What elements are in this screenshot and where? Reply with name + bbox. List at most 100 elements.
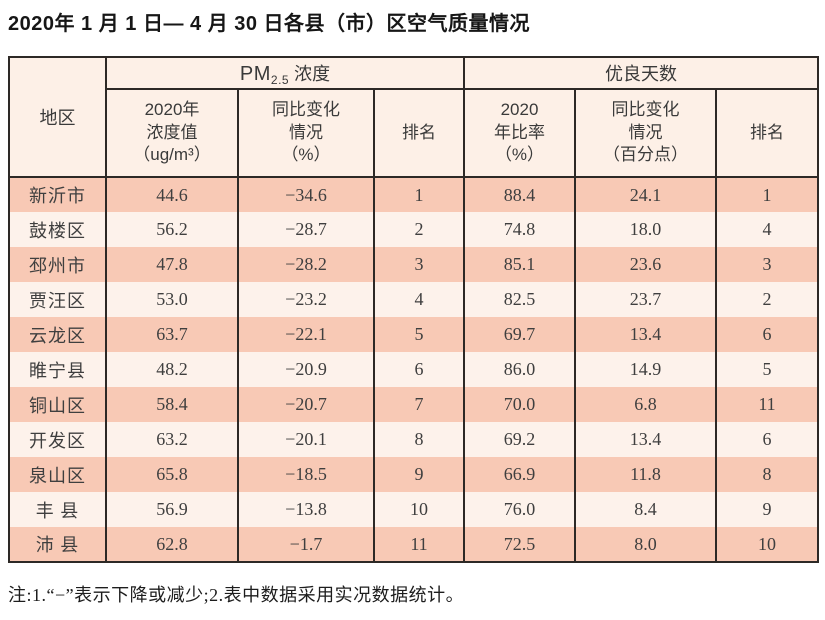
pm-change-cell: −20.1 <box>237 422 375 457</box>
region-cell: 鼓楼区 <box>8 212 107 247</box>
days-change-cell: 23.6 <box>574 247 717 282</box>
pm-change-cell: −28.7 <box>237 212 375 247</box>
days-rank-header: 排名 <box>714 89 820 178</box>
pm-change-cell: −23.2 <box>237 282 375 317</box>
days-rate-cell: 88.4 <box>463 177 576 212</box>
days-change-cell: 11.8 <box>574 457 717 492</box>
days-change-header: 同比变化 情况 （百分点） <box>574 89 717 178</box>
page-title: 2020年 1 月 1 日— 4 月 30 日各县（市）区空气质量情况 <box>8 13 531 35</box>
air-quality-table: 地区 PM2.5 浓度 优良天数 2020年 浓度值 （ug/m³） 同比变化 … <box>8 56 820 563</box>
days-rate-cell: 85.1 <box>463 247 576 282</box>
table-row: 丰 县 56.9 −13.8 10 76.0 8.4 9 <box>8 492 820 527</box>
pm-value-cell: 56.2 <box>105 212 239 247</box>
table-row: 新沂市 44.6 −34.6 1 88.4 24.1 1 <box>8 177 820 212</box>
pm-rank-cell: 6 <box>373 352 465 387</box>
pm25-suffix: 浓度 <box>289 63 331 84</box>
table-header: 地区 PM2.5 浓度 优良天数 2020年 浓度值 （ug/m³） 同比变化 … <box>8 57 820 178</box>
days-change-cell: 14.9 <box>574 352 717 387</box>
days-rate-cell: 69.2 <box>463 422 576 457</box>
footnote: 注:1.“−”表示下降或减少;2.表中数据采用实况数据统计。 <box>8 585 465 605</box>
days-rate-cell: 66.9 <box>463 457 576 492</box>
days-change-cell: 18.0 <box>574 212 717 247</box>
region-cell: 泉山区 <box>8 457 107 492</box>
pm-change-cell: −34.6 <box>237 177 375 212</box>
days-change-cell: 8.0 <box>574 527 717 562</box>
pm-rank-cell: 4 <box>373 282 465 317</box>
days-rank-cell: 11 <box>714 387 820 422</box>
pm-rank-cell: 2 <box>373 212 465 247</box>
pm-change-cell: −13.8 <box>237 492 375 527</box>
pm-change-cell: −28.2 <box>237 247 375 282</box>
table-row: 云龙区 63.7 −22.1 5 69.7 13.4 6 <box>8 317 820 352</box>
days-change-cell: 13.4 <box>574 422 717 457</box>
pm-value-cell: 63.7 <box>105 317 239 352</box>
days-rate-cell: 86.0 <box>463 352 576 387</box>
days-rate-header: 2020 年比率 （%） <box>463 89 576 178</box>
pm-rank-cell: 8 <box>373 422 465 457</box>
pm-change-cell: −1.7 <box>237 527 375 562</box>
pm-change-cell: −20.7 <box>237 387 375 422</box>
days-rate-cell: 69.7 <box>463 317 576 352</box>
region-cell: 邳州市 <box>8 247 107 282</box>
days-rank-cell: 6 <box>714 422 820 457</box>
days-rate-cell: 72.5 <box>463 527 576 562</box>
pm-rank-cell: 5 <box>373 317 465 352</box>
pm-rank-cell: 11 <box>373 527 465 562</box>
pm25-subscript: 2.5 <box>270 72 290 87</box>
pm-change-cell: −20.9 <box>237 352 375 387</box>
pm-value-cell: 44.6 <box>105 177 239 212</box>
pm-value-cell: 62.8 <box>105 527 239 562</box>
days-rank-cell: 8 <box>714 457 820 492</box>
pm-rank-cell: 9 <box>373 457 465 492</box>
days-rank-cell: 9 <box>714 492 820 527</box>
days-change-cell: 24.1 <box>574 177 717 212</box>
table-row: 铜山区 58.4 −20.7 7 70.0 6.8 11 <box>8 387 820 422</box>
pm-value-cell: 48.2 <box>105 352 239 387</box>
region-cell: 云龙区 <box>8 317 107 352</box>
table-body: 新沂市 44.6 −34.6 1 88.4 24.1 1 鼓楼区 56.2 −2… <box>8 177 820 562</box>
days-rank-cell: 1 <box>714 177 820 212</box>
pm-rank-cell: 10 <box>373 492 465 527</box>
pm-rank-cell: 1 <box>373 177 465 212</box>
table-row: 贾汪区 53.0 −23.2 4 82.5 23.7 2 <box>8 282 820 317</box>
pm-value-header: 2020年 浓度值 （ug/m³） <box>105 89 239 178</box>
region-cell: 铜山区 <box>8 387 107 422</box>
region-cell: 贾汪区 <box>8 282 107 317</box>
days-rank-cell: 6 <box>714 317 820 352</box>
pm-value-cell: 56.9 <box>105 492 239 527</box>
table-row: 鼓楼区 56.2 −28.7 2 74.8 18.0 4 <box>8 212 820 247</box>
days-rate-cell: 76.0 <box>463 492 576 527</box>
pm-rank-cell: 3 <box>373 247 465 282</box>
region-cell: 开发区 <box>8 422 107 457</box>
pm-value-cell: 58.4 <box>105 387 239 422</box>
region-cell: 新沂市 <box>8 177 107 212</box>
pm-change-cell: −18.5 <box>237 457 375 492</box>
region-cell: 睢宁县 <box>8 352 107 387</box>
region-header: 地区 <box>8 57 107 178</box>
pm-rank-cell: 7 <box>373 387 465 422</box>
days-rate-cell: 70.0 <box>463 387 576 422</box>
days-change-cell: 6.8 <box>574 387 717 422</box>
pm-value-cell: 63.2 <box>105 422 239 457</box>
table-row: 泉山区 65.8 −18.5 9 66.9 11.8 8 <box>8 457 820 492</box>
table-row: 睢宁县 48.2 −20.9 6 86.0 14.9 5 <box>8 352 820 387</box>
days-rate-cell: 82.5 <box>463 282 576 317</box>
table-row: 沛 县 62.8 −1.7 11 72.5 8.0 10 <box>8 527 820 562</box>
days-rank-cell: 2 <box>714 282 820 317</box>
days-rank-cell: 10 <box>714 527 820 562</box>
pm25-label: PM2.5 <box>240 63 290 87</box>
days-change-cell: 8.4 <box>574 492 717 527</box>
pm-rank-header: 排名 <box>373 89 465 178</box>
table-row: 邳州市 47.8 −28.2 3 85.1 23.6 3 <box>8 247 820 282</box>
days-change-cell: 23.7 <box>574 282 717 317</box>
region-cell: 丰 县 <box>8 492 107 527</box>
region-cell: 沛 县 <box>8 527 107 562</box>
pm-change-header: 同比变化 情况 （%） <box>237 89 375 178</box>
days-change-cell: 13.4 <box>574 317 717 352</box>
days-rank-cell: 4 <box>714 212 820 247</box>
table-row: 开发区 63.2 −20.1 8 69.2 13.4 6 <box>8 422 820 457</box>
group-header-row: 地区 PM2.5 浓度 优良天数 <box>8 57 820 178</box>
pm-value-cell: 65.8 <box>105 457 239 492</box>
pm-value-cell: 47.8 <box>105 247 239 282</box>
